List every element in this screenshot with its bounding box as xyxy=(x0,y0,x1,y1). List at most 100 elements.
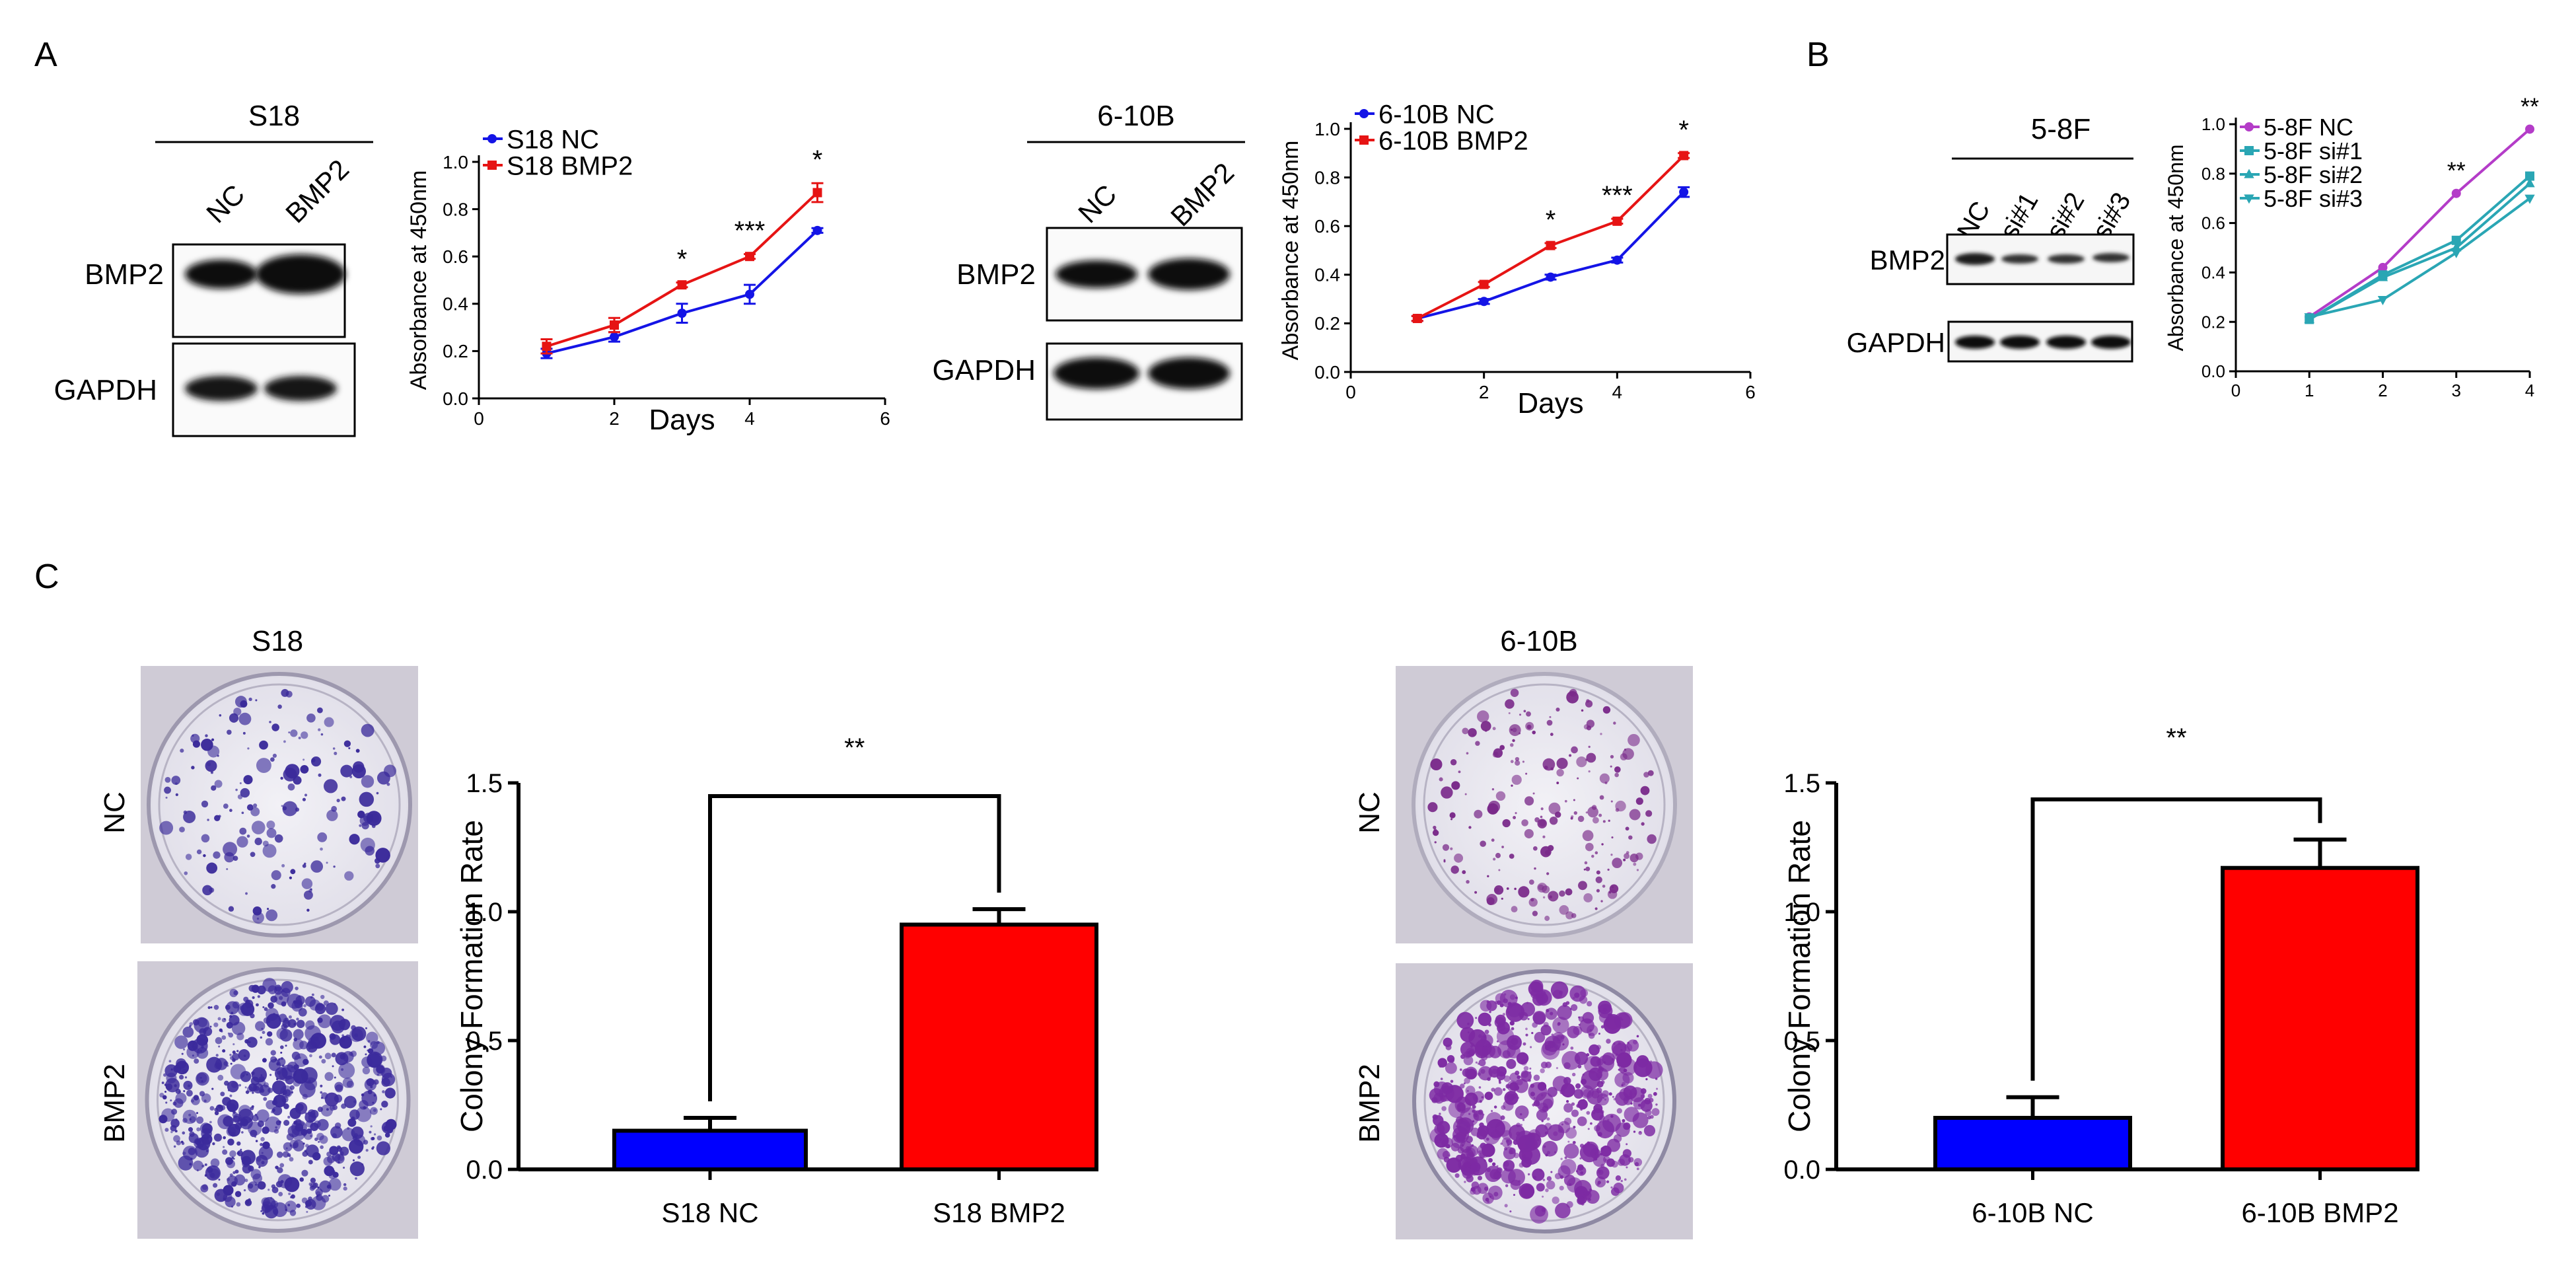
colony xyxy=(1530,1091,1536,1097)
y-tick-label: 0.6 xyxy=(2201,213,2225,233)
colony xyxy=(229,1054,232,1056)
colony xyxy=(1472,1091,1485,1103)
colony xyxy=(192,1038,208,1054)
colony xyxy=(1573,811,1578,815)
colony xyxy=(1506,1139,1513,1146)
colony xyxy=(1498,869,1501,871)
colony xyxy=(233,708,242,716)
colony xyxy=(1466,1089,1469,1092)
series-line xyxy=(2308,197,2531,318)
colony xyxy=(1460,1154,1466,1159)
colony xyxy=(234,1174,246,1186)
colony xyxy=(1570,817,1573,820)
growth-curve-s18: 0.0 0.2 0.4 0.6 0.8 1.0 0 2 4 6 Absorbance at 450n… xyxy=(406,125,890,436)
colony xyxy=(246,804,254,811)
colony xyxy=(1502,1087,1506,1091)
y-axis-label: Absorbance at 450nm xyxy=(406,170,431,390)
colony xyxy=(310,860,324,873)
colony xyxy=(1613,1183,1624,1194)
colony xyxy=(170,1099,172,1102)
colony xyxy=(1640,786,1650,795)
blot-band xyxy=(264,376,337,401)
y-tick-label: 0.0 xyxy=(2201,361,2225,381)
colony xyxy=(188,1127,194,1132)
colony xyxy=(1525,1033,1528,1037)
colony xyxy=(213,851,221,859)
colony xyxy=(373,1079,379,1085)
colony xyxy=(361,822,369,830)
colony xyxy=(1600,733,1602,735)
colony xyxy=(272,1105,283,1116)
colony xyxy=(1656,1087,1659,1090)
colony xyxy=(205,1150,209,1152)
colony xyxy=(1600,1025,1604,1029)
colony xyxy=(1622,1119,1626,1122)
colony xyxy=(1523,710,1526,713)
colony xyxy=(1495,852,1501,858)
colony xyxy=(1505,699,1515,709)
colony xyxy=(1637,1103,1641,1107)
colony xyxy=(196,1072,207,1083)
colony xyxy=(1626,1039,1639,1052)
colony xyxy=(226,1177,231,1181)
colony xyxy=(1571,746,1578,754)
colony xyxy=(275,1120,281,1126)
colony xyxy=(221,1035,227,1040)
colony xyxy=(283,1142,293,1152)
data-point xyxy=(812,225,822,235)
colony xyxy=(1645,1061,1663,1079)
colony xyxy=(311,993,314,996)
y-tick-label: 0.2 xyxy=(2201,312,2225,332)
colony xyxy=(325,1002,338,1015)
colony xyxy=(209,1120,212,1124)
colony xyxy=(174,1130,178,1133)
colony xyxy=(219,1028,223,1032)
colony xyxy=(210,1158,220,1167)
legend-label: S18 NC xyxy=(507,125,599,154)
colony xyxy=(1493,748,1503,758)
colony xyxy=(182,1109,197,1124)
colony xyxy=(1526,711,1531,717)
colony xyxy=(281,863,285,867)
data-point xyxy=(2244,146,2254,155)
colony xyxy=(1445,1044,1452,1050)
colony xyxy=(1506,1058,1517,1069)
colony xyxy=(187,1084,191,1087)
colony xyxy=(277,704,282,709)
colony xyxy=(1522,1042,1526,1046)
colony xyxy=(185,854,192,860)
colony xyxy=(1552,1016,1569,1034)
colony xyxy=(1540,1068,1545,1074)
colony xyxy=(1464,793,1467,795)
colony xyxy=(1563,1143,1579,1159)
colony xyxy=(1629,809,1641,821)
colony xyxy=(1493,1087,1503,1096)
colony xyxy=(229,1094,233,1097)
data-point xyxy=(2304,313,2314,323)
colony xyxy=(1450,1080,1454,1083)
y-tick-label: 0.0 xyxy=(443,388,468,409)
colony xyxy=(287,1019,297,1028)
colony xyxy=(1523,1066,1529,1071)
colony xyxy=(1544,916,1550,921)
colony xyxy=(207,1006,211,1010)
colony xyxy=(309,1054,312,1058)
colony xyxy=(1499,1081,1501,1084)
x-tick-label: 6 xyxy=(1745,382,1756,402)
colony xyxy=(1496,1040,1499,1043)
colony xyxy=(174,1084,177,1087)
colony xyxy=(367,1052,382,1068)
colony xyxy=(341,1034,344,1037)
colony xyxy=(380,1055,387,1062)
colony xyxy=(1594,907,1598,910)
colony xyxy=(234,1169,239,1174)
colony xyxy=(278,1093,281,1096)
colony xyxy=(1629,1087,1645,1103)
colony xyxy=(215,1054,219,1057)
colony xyxy=(246,1200,250,1204)
colony xyxy=(1626,1143,1628,1146)
colony xyxy=(298,736,301,740)
colony xyxy=(1510,1179,1521,1191)
colony xyxy=(303,758,305,761)
data-point xyxy=(2524,178,2535,188)
